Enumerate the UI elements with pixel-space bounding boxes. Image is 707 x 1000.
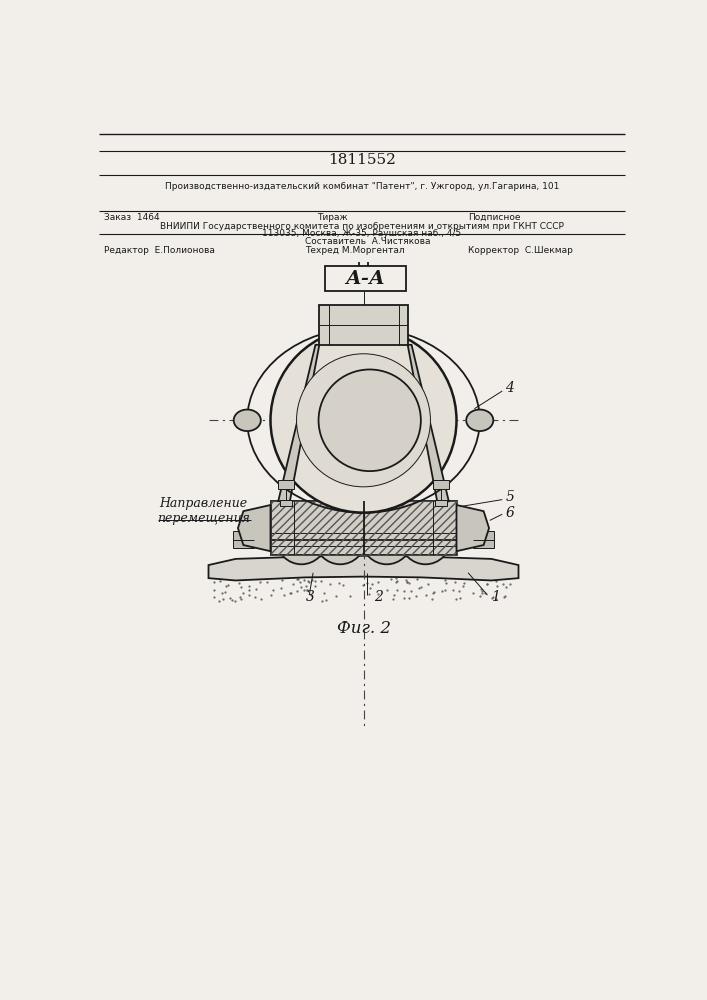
Text: ВНИИПИ Государственного комитета по изобретениям и открытиям при ГКНТ СССР: ВНИИПИ Государственного комитета по изоб…: [160, 222, 564, 231]
Circle shape: [319, 369, 421, 471]
Text: 1: 1: [491, 590, 501, 604]
Text: Направление
перемещения: Направление перемещения: [157, 497, 250, 525]
Text: 4: 4: [506, 381, 514, 395]
Text: Фиг. 2: Фиг. 2: [337, 620, 390, 637]
Bar: [271, 501, 457, 555]
Circle shape: [315, 515, 365, 564]
Bar: [325, 266, 406, 291]
Circle shape: [329, 529, 351, 551]
Bar: [433, 480, 449, 489]
Text: Подписное: Подписное: [468, 213, 520, 222]
Polygon shape: [238, 505, 271, 551]
Polygon shape: [457, 505, 489, 551]
Ellipse shape: [466, 410, 493, 431]
Text: Заказ  1464: Заказ 1464: [104, 213, 160, 222]
Text: 2: 2: [373, 590, 382, 604]
Text: Производственно-издательский комбинат "Патент", г. Ужгород, ул.Гагарина, 101: Производственно-издательский комбинат "П…: [165, 182, 559, 191]
Ellipse shape: [234, 410, 261, 431]
Circle shape: [271, 328, 457, 513]
Text: 6: 6: [506, 506, 514, 520]
Circle shape: [291, 529, 312, 551]
Text: Редактор  Е.Полионова: Редактор Е.Полионова: [104, 246, 215, 255]
Polygon shape: [279, 345, 320, 501]
Polygon shape: [408, 345, 449, 501]
Text: 5: 5: [506, 490, 514, 504]
Bar: [435, 500, 448, 506]
Polygon shape: [209, 556, 518, 580]
Text: 113035, Москва, Ж-35, Раушская наб., 4/5: 113035, Москва, Ж-35, Раушская наб., 4/5: [262, 229, 462, 238]
Text: Техред М.Моргентал: Техред М.Моргентал: [305, 246, 405, 255]
Text: 3: 3: [305, 590, 314, 604]
Bar: [271, 501, 457, 555]
Text: Корректор  С.Шекмар: Корректор С.Шекмар: [468, 246, 573, 255]
Bar: [233, 531, 255, 548]
Text: А-А: А-А: [345, 270, 385, 288]
Text: Тираж: Тираж: [317, 213, 348, 222]
Circle shape: [362, 515, 411, 564]
Circle shape: [296, 354, 431, 487]
Circle shape: [375, 529, 398, 551]
Text: 1811552: 1811552: [328, 153, 396, 167]
Circle shape: [401, 515, 450, 564]
Circle shape: [414, 529, 437, 551]
Circle shape: [276, 515, 327, 564]
Bar: [473, 531, 494, 548]
Bar: [279, 480, 293, 489]
Text: Составитель  А.Чистякова: Составитель А.Чистякова: [305, 237, 431, 246]
Bar: [280, 500, 292, 506]
Bar: [320, 305, 409, 345]
